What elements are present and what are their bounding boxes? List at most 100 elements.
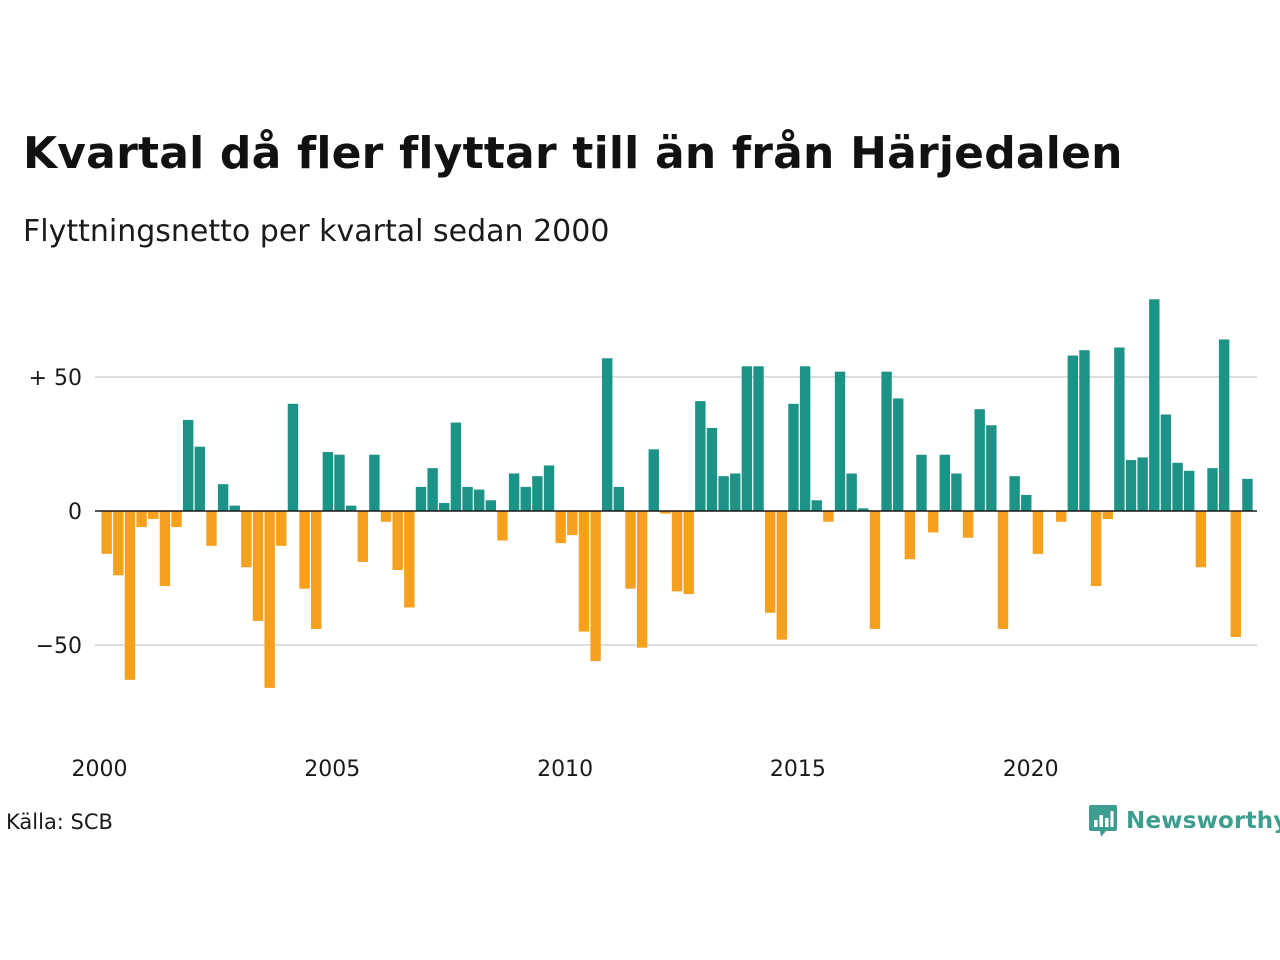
bar-2015Q4	[834, 371, 846, 511]
bar-2021Q2	[1090, 511, 1102, 587]
bar-2019Q3	[1009, 476, 1020, 511]
bar-2009Q2	[532, 476, 543, 511]
bar-2004Q2	[299, 511, 310, 589]
bar-2007Q2	[439, 502, 450, 511]
bar-2014Q4	[788, 403, 799, 511]
bar-2012Q3	[683, 511, 694, 595]
bar-2012Q2	[671, 511, 683, 592]
newsworthy-chart-bubble-icon	[1089, 805, 1117, 837]
bar-2022Q3	[1149, 299, 1160, 511]
bar-2007Q3	[450, 422, 462, 511]
bar-2018Q3	[962, 511, 974, 538]
bar-2013Q4	[741, 366, 753, 511]
bar-2012Q1	[660, 511, 671, 514]
bar-2005Q4	[369, 454, 380, 511]
bar-2016Q4	[881, 371, 892, 511]
bar-2015Q1	[799, 366, 811, 511]
bar-2000Q3	[124, 511, 136, 680]
newsworthy-logo[interactable]: Newsworthy	[1088, 804, 1280, 838]
bar-2007Q4	[462, 486, 473, 511]
bar-2010Q3	[590, 511, 601, 662]
bar-2006Q4	[415, 486, 427, 511]
bar-2014Q2	[764, 511, 776, 613]
bar-2004Q1	[287, 403, 299, 511]
bar-2009Q3	[543, 465, 555, 511]
bar-2009Q4	[555, 511, 566, 544]
bar-2000Q2	[113, 511, 124, 576]
bar-2008Q1	[473, 489, 485, 511]
bar-2021Q1	[1079, 350, 1090, 511]
bar-2002Q4	[229, 505, 240, 511]
bar-2001Q1	[148, 511, 159, 520]
chart-subtitle: Flyttningsnetto per kvartal sedan 2000	[23, 214, 610, 249]
bar-2017Q3	[916, 454, 927, 511]
bar-2024Q3	[1242, 478, 1253, 511]
bar-2022Q2	[1137, 457, 1148, 511]
bar-2017Q1	[893, 398, 904, 511]
bar-2010Q4	[602, 358, 613, 511]
bar-2000Q4	[136, 511, 147, 528]
bar-2017Q2	[904, 511, 916, 560]
bar-2010Q1	[567, 511, 578, 536]
bar-2002Q1	[194, 446, 206, 511]
bar-2011Q1	[613, 486, 625, 511]
y-tick-label: 0	[68, 500, 82, 525]
bar-2002Q2	[206, 511, 217, 546]
bar-2022Q1	[1125, 460, 1137, 511]
bar-2001Q2	[159, 511, 171, 587]
bar-2014Q1	[753, 366, 764, 511]
bar-2021Q3	[1102, 511, 1113, 520]
bar-2022Q4	[1160, 414, 1172, 511]
bar-2016Q1	[846, 473, 857, 511]
bar-2023Q1	[1172, 462, 1183, 511]
bar-2023Q3	[1195, 511, 1207, 568]
bar-2006Q2	[392, 511, 403, 570]
bar-2024Q1	[1218, 339, 1230, 511]
bar-2003Q3	[264, 511, 275, 688]
x-tick-label: 2010	[537, 757, 593, 782]
bar-2003Q1	[241, 511, 252, 568]
bar-2021Q4	[1114, 347, 1125, 511]
bar-2003Q4	[276, 511, 287, 546]
logo-text: Newsworthy	[1126, 808, 1280, 834]
bar-2020Q3	[1055, 511, 1067, 522]
bar-2009Q1	[520, 486, 531, 511]
bar-2020Q1	[1032, 511, 1044, 554]
grid-layer	[95, 376, 1257, 646]
source-note: Källa: SCB	[6, 810, 113, 834]
bar-2019Q4	[1021, 494, 1032, 511]
bar-2020Q4	[1067, 355, 1079, 511]
bar-2005Q2	[345, 505, 357, 511]
bar-2006Q3	[404, 511, 415, 608]
bar-2018Q4	[974, 409, 985, 511]
x-tick-labels: 2000 2005 2010 2015 2020	[72, 757, 1059, 782]
bar-2007Q1	[427, 468, 438, 511]
bar-2017Q4	[927, 511, 939, 533]
y-tick-label: + 50	[29, 366, 82, 391]
bar-2004Q4	[322, 452, 334, 511]
bar-2005Q3	[357, 511, 368, 562]
bar-2013Q1	[706, 427, 718, 511]
x-tick-label: 2015	[770, 757, 826, 782]
bar-2019Q1	[986, 425, 997, 511]
bar-2013Q3	[730, 473, 741, 511]
bar-2005Q1	[334, 454, 345, 511]
bar-2004Q3	[311, 511, 322, 629]
bar-2023Q4	[1207, 468, 1218, 511]
bar-2000Q1	[101, 511, 112, 554]
bar-2006Q1	[380, 511, 392, 522]
bar-2001Q3	[171, 511, 182, 528]
bar-2012Q4	[695, 401, 706, 511]
bar-2008Q2	[485, 500, 497, 511]
x-tick-label: 2005	[304, 757, 360, 782]
bar-2013Q2	[718, 476, 729, 511]
bar-2018Q2	[951, 473, 962, 511]
bar-2011Q2	[625, 511, 636, 589]
bar-2019Q2	[997, 511, 1009, 629]
bar-2008Q4	[508, 473, 520, 511]
bar-2018Q1	[939, 454, 950, 511]
bar-2002Q3	[217, 484, 229, 511]
bar-2010Q2	[578, 511, 590, 632]
bar-2001Q4	[182, 419, 194, 511]
